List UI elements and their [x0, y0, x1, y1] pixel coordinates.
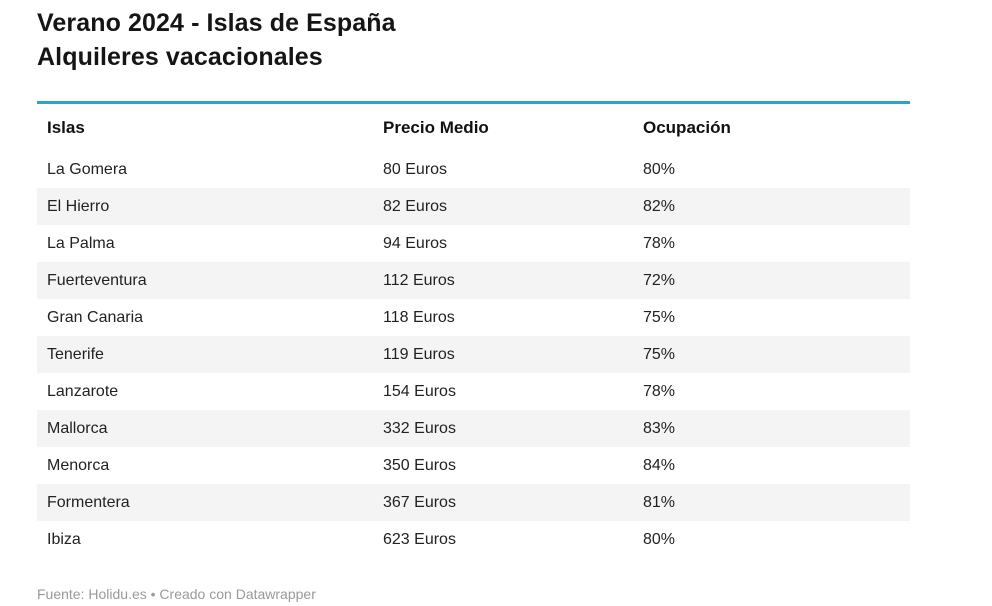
cell-ocupacion: 78%: [643, 382, 676, 400]
cell-isla: Lanzarote: [47, 382, 119, 400]
column-header-precio-medio: Precio Medio: [383, 117, 489, 137]
chart-title: Verano 2024 - Islas de España Alquileres…: [37, 6, 992, 74]
cell-precio-medio: 367 Euros: [383, 493, 456, 511]
table-row: La Gomera 80 Euros 80%: [37, 151, 910, 188]
cell-isla: Formentera: [47, 493, 130, 511]
cell-ocupacion: 83%: [643, 419, 676, 437]
cell-isla: El Hierro: [47, 197, 110, 215]
cell-precio-medio: 154 Euros: [383, 382, 456, 400]
table-row: Mallorca 332 Euros 83%: [37, 410, 910, 447]
cell-ocupacion: 84%: [643, 456, 676, 474]
cell-isla: Ibiza: [47, 530, 81, 548]
table-top-rule: [37, 101, 910, 104]
cell-precio-medio: 332 Euros: [383, 419, 456, 437]
table-row: Tenerife 119 Euros 75%: [37, 336, 910, 373]
cell-ocupacion: 72%: [643, 271, 676, 289]
vacation-rentals-table: Islas Precio Medio Ocupación La Gomera 8…: [37, 101, 910, 558]
cell-isla: Tenerife: [47, 345, 104, 363]
table-row: Menorca 350 Euros 84%: [37, 447, 910, 484]
table-row: Fuerteventura 112 Euros 72%: [37, 262, 910, 299]
cell-precio-medio: 623 Euros: [383, 530, 456, 548]
cell-precio-medio: 118 Euros: [383, 308, 455, 326]
chart-title-line1: Verano 2024 - Islas de España: [37, 9, 396, 37]
cell-isla: Fuerteventura: [47, 271, 147, 289]
cell-isla: Mallorca: [47, 419, 108, 437]
source-attribution: Fuente: Holidu.es • Creado con Datawrapp…: [37, 586, 992, 602]
source-prefix: Fuente:: [37, 586, 89, 602]
cell-ocupacion: 78%: [643, 234, 676, 252]
source-link[interactable]: Holidu.es: [88, 586, 147, 602]
cell-ocupacion: 82%: [643, 197, 676, 215]
table-header-row: Islas Precio Medio Ocupación: [37, 104, 910, 151]
cell-ocupacion: 80%: [643, 530, 676, 548]
cell-precio-medio: 350 Euros: [383, 456, 456, 474]
cell-isla: La Gomera: [47, 160, 128, 178]
table-body: La Gomera 80 Euros 80% El Hierro 82 Euro…: [37, 151, 910, 558]
datawrapper-credit-link[interactable]: Datawrapper: [235, 586, 316, 602]
chart-title-line2: Alquileres vacacionales: [37, 43, 323, 71]
column-header-ocupacion: Ocupación: [643, 117, 731, 137]
cell-precio-medio: 94 Euros: [383, 234, 448, 252]
cell-isla: La Palma: [47, 234, 115, 252]
cell-isla: Menorca: [47, 456, 110, 474]
table-row: Formentera 367 Euros 81%: [37, 484, 910, 521]
cell-precio-medio: 119 Euros: [383, 345, 455, 363]
column-header-islas: Islas: [47, 117, 85, 137]
credit-prefix: • Creado con: [146, 586, 236, 602]
table-row: Ibiza 623 Euros 80%: [37, 521, 910, 558]
cell-ocupacion: 80%: [643, 160, 676, 178]
cell-precio-medio: 112 Euros: [383, 271, 455, 289]
cell-ocupacion: 75%: [643, 308, 676, 326]
cell-precio-medio: 80 Euros: [383, 160, 448, 178]
cell-ocupacion: 81%: [643, 493, 676, 511]
table-row: La Palma 94 Euros 78%: [37, 225, 910, 262]
cell-precio-medio: 82 Euros: [383, 197, 448, 215]
cell-isla: Gran Canaria: [47, 308, 144, 326]
table-row: Gran Canaria 118 Euros 75%: [37, 299, 910, 336]
table-row: El Hierro 82 Euros 82%: [37, 188, 910, 225]
table-row: Lanzarote 154 Euros 78%: [37, 373, 910, 410]
cell-ocupacion: 75%: [643, 345, 676, 363]
